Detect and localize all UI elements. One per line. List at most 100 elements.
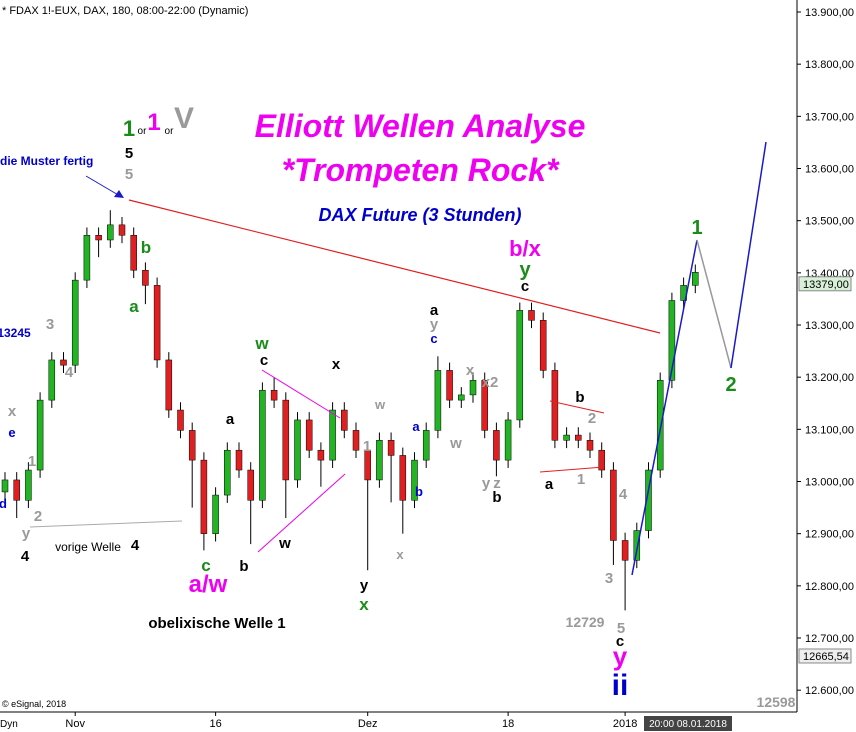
- price-marker: [798, 276, 852, 292]
- candle-body: [692, 272, 699, 286]
- candle-body: [621, 540, 629, 561]
- candle-body: [539, 320, 547, 371]
- candle-body: [610, 469, 617, 541]
- wave-label: x: [396, 547, 404, 562]
- forecast-line: [696, 239, 732, 369]
- candle-body: [598, 449, 605, 471]
- wave-label: 2: [588, 410, 596, 427]
- note: die Muster fertig: [0, 154, 93, 168]
- wave-label: 1: [363, 438, 371, 455]
- wave-label: ii: [612, 669, 629, 702]
- wave-label: a: [129, 297, 139, 316]
- wave-label: w: [449, 435, 462, 452]
- candle-body: [224, 449, 231, 496]
- wave-label: 4: [21, 548, 30, 565]
- wave-label: V: [174, 102, 194, 135]
- trend-line: [631, 239, 698, 576]
- candle-body: [364, 449, 371, 481]
- wave-label: d: [0, 496, 7, 511]
- candle-body: [165, 359, 173, 411]
- wave-label: 2: [725, 374, 736, 396]
- candle-body: [60, 359, 67, 366]
- support-line: [29, 520, 183, 528]
- price-marker-label: 12665,54: [803, 651, 849, 663]
- x-tick-label: 16: [209, 718, 221, 730]
- arrow: [85, 175, 121, 197]
- wave-label: a: [412, 419, 420, 434]
- x-tick-label: Nov: [65, 718, 85, 730]
- candle-body: [422, 430, 430, 461]
- header: * FDAX 1!-EUX, DAX, 180, 08:00-22:00 (Dy…: [2, 5, 248, 17]
- cursor-label: 20:00 08.01.2018: [649, 719, 727, 730]
- candle-body: [481, 380, 488, 431]
- y-tick-label: 12.600,00: [805, 685, 854, 697]
- candle-body: [1, 479, 9, 493]
- candle-body: [95, 235, 102, 241]
- wave-label: y: [22, 525, 31, 542]
- wave-label: a/w: [189, 571, 228, 598]
- candle-body: [341, 409, 348, 431]
- candle-body: [305, 419, 313, 451]
- candle-body: [142, 269, 149, 286]
- candle-body: [25, 469, 32, 501]
- wave-label: e: [8, 425, 15, 440]
- y-tick-label: 13.000,00: [805, 477, 854, 489]
- chart-subtitle: DAX Future (3 Stunden): [319, 205, 522, 225]
- candle-body: [411, 459, 418, 501]
- wave-label: x: [332, 356, 341, 373]
- arrow-head: [114, 190, 124, 198]
- candle-body: [516, 310, 524, 421]
- cursor-box: [644, 716, 732, 731]
- price-marker: [798, 648, 852, 664]
- candle-body: [118, 224, 126, 236]
- y-tick-label: 12.800,00: [805, 581, 854, 593]
- chart-subtitle: *Trompeten Rock*: [282, 152, 560, 188]
- wave-label: c: [521, 278, 529, 295]
- price-note: 12598: [757, 694, 796, 710]
- wave-label: y: [430, 316, 439, 333]
- wave-label: b: [141, 238, 151, 257]
- wave-label: y: [613, 641, 628, 671]
- candle-body: [270, 389, 278, 401]
- wave-label: a: [430, 302, 439, 319]
- candle-body: [83, 235, 91, 281]
- wave-label: 1: [147, 109, 160, 136]
- wave-label: 5: [125, 166, 133, 183]
- note: vorige Welle: [55, 540, 121, 554]
- wave-label: 4: [65, 364, 74, 381]
- candle-body: [586, 440, 594, 451]
- wave-label: c: [260, 352, 268, 369]
- candle-body: [107, 224, 114, 241]
- wave-label: 1: [577, 471, 585, 488]
- candle-body: [446, 370, 453, 401]
- y-tick-label: 12.700,00: [805, 633, 854, 645]
- wave-label: 3: [46, 316, 54, 333]
- x-tick-label: 2018: [613, 718, 637, 730]
- mode-label: Dyn: [0, 719, 18, 730]
- candle-body: [247, 469, 254, 501]
- channel-line: [257, 473, 346, 553]
- y-tick-label: 13.100,00: [805, 424, 854, 436]
- price-marker-label: 13379,00: [803, 279, 849, 291]
- wave-label: w: [278, 535, 291, 552]
- candle-body: [387, 440, 395, 456]
- wave-label: a: [226, 411, 235, 428]
- candle-body: [48, 359, 56, 401]
- candle-body: [633, 530, 641, 561]
- wave-label: b: [415, 484, 423, 499]
- candle-body: [458, 394, 465, 401]
- candle-body: [282, 399, 290, 481]
- wave-label: x: [359, 595, 369, 614]
- candle-body: [656, 380, 664, 471]
- wave-label: 5: [125, 145, 133, 162]
- wave-label: 4: [619, 486, 628, 503]
- candle-body: [469, 380, 477, 396]
- wave-label: 3: [605, 570, 613, 587]
- price-note: 12729: [566, 614, 605, 630]
- y-tick-label: 12.900,00: [805, 529, 854, 541]
- wave-label: c: [430, 331, 437, 346]
- candle-body: [551, 370, 559, 441]
- wave-label: c: [201, 556, 210, 575]
- y-tick-label: 13.600,00: [805, 164, 854, 176]
